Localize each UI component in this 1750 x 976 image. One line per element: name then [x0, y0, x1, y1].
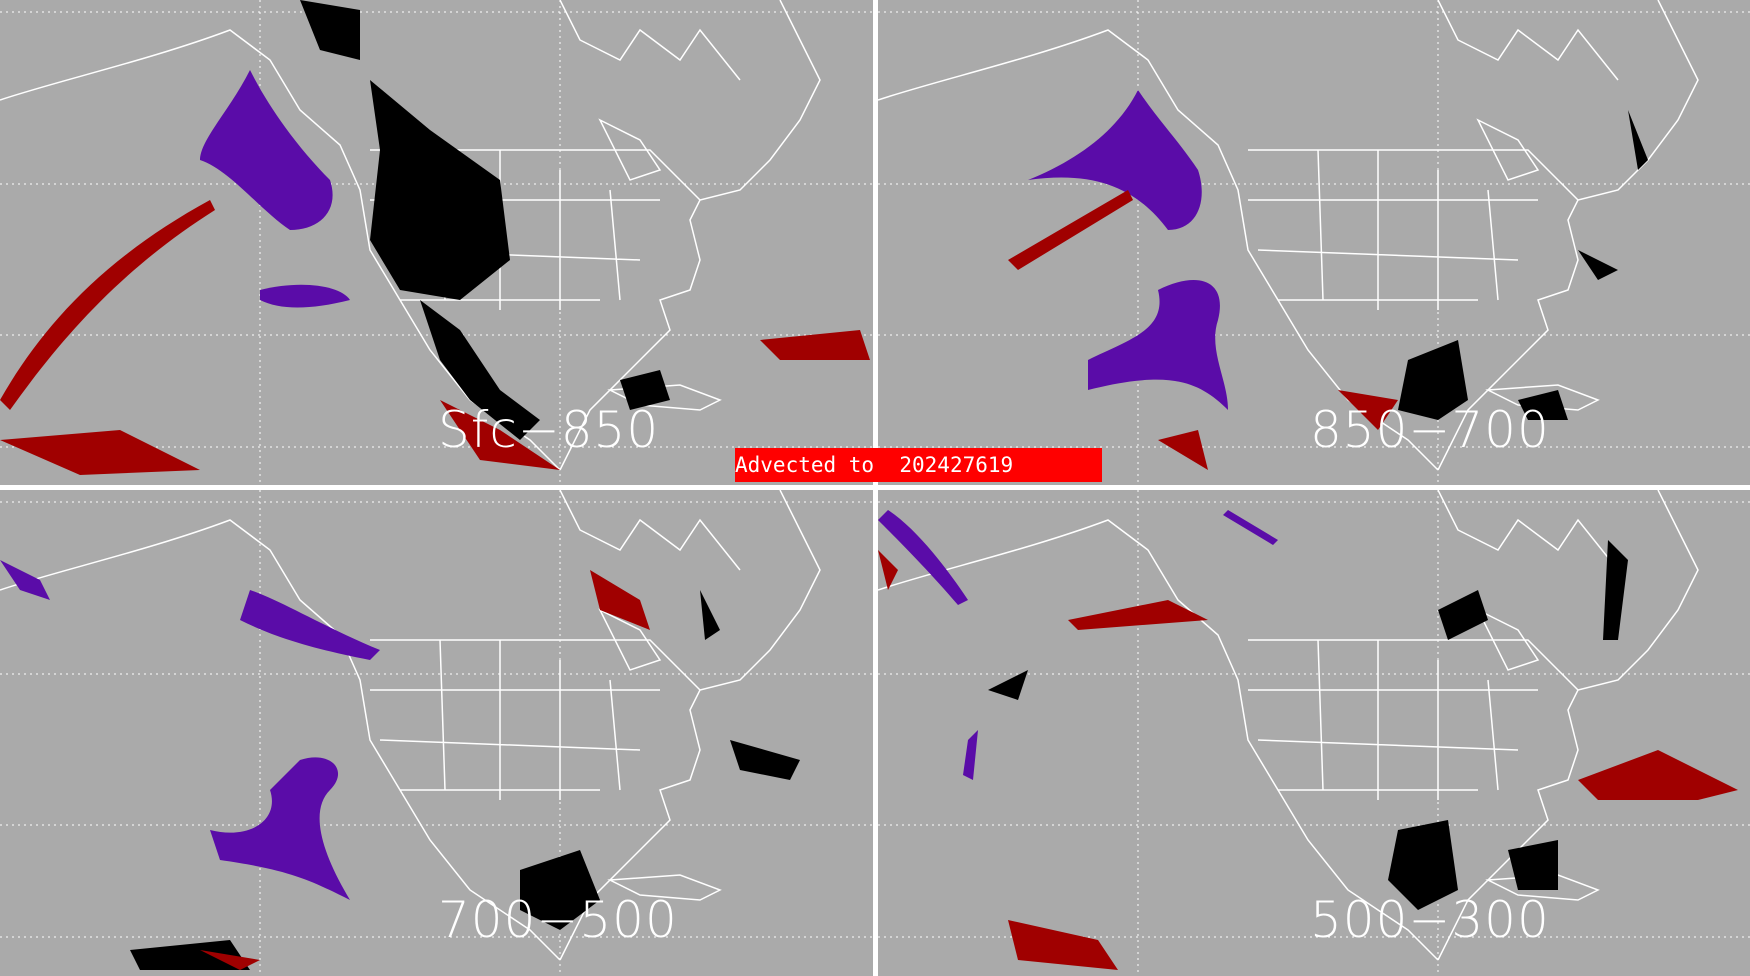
map-layer	[878, 490, 1750, 976]
layer-label: Sfc−850	[438, 401, 660, 459]
advected-time-banner: Advected to 202427619	[735, 448, 1102, 482]
layer-label: 500−300	[1310, 891, 1550, 949]
map-layer	[0, 490, 873, 976]
map-layer	[0, 0, 873, 485]
panel-divider-horizontal	[0, 485, 1750, 490]
advected-value: 202427619	[899, 453, 1014, 477]
advected-prefix: Advected to	[735, 453, 875, 477]
panel-sfc-850: Sfc−850	[0, 0, 873, 485]
panel-500-300: 500−300	[878, 490, 1750, 976]
panel-850-700: 850−700	[878, 0, 1750, 485]
map-layer	[878, 0, 1750, 485]
layer-label: 850−700	[1310, 401, 1550, 459]
layer-label: 700−500	[438, 891, 678, 949]
panel-700-500: 700−500	[0, 490, 873, 976]
